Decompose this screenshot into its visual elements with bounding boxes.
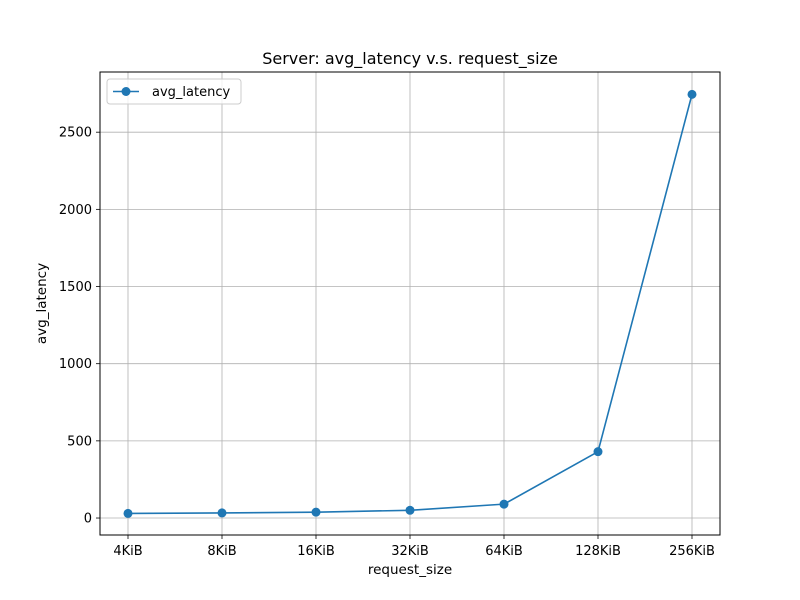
data-point <box>218 508 227 517</box>
x-tick-label: 256KiB <box>669 544 715 559</box>
x-tick-label: 16KiB <box>297 544 335 559</box>
x-tick-label: 64KiB <box>485 544 523 559</box>
x-tick-label: 4KiB <box>113 544 142 559</box>
y-tick-label: 1500 <box>59 280 92 295</box>
data-point <box>688 90 697 99</box>
axis-ticks: 4KiB 8KiB 16KiB 32KiB 64KiB 128KiB 256KiB 0 500 1… <box>59 126 715 559</box>
legend-label-avg-latency: avg_latency <box>152 85 230 100</box>
chart-title: Server: avg_latency v.s. request_size <box>262 49 558 69</box>
legend: avg_latency <box>107 79 241 104</box>
x-axis-title: request_size <box>368 562 452 578</box>
data-point <box>124 509 133 518</box>
x-tick-label: 32KiB <box>391 544 429 559</box>
data-point <box>312 508 321 517</box>
y-tick-label: 500 <box>67 434 92 449</box>
grid-lines <box>100 72 720 535</box>
data-point <box>406 506 415 515</box>
data-point <box>594 447 603 456</box>
y-tick-label: 2000 <box>59 203 92 218</box>
data-point <box>500 500 509 509</box>
x-tick-label: 128KiB <box>575 544 621 559</box>
y-tick-label: 2500 <box>59 126 92 141</box>
x-tick-label: 8KiB <box>207 544 236 559</box>
y-tick-label: 0 <box>84 512 92 527</box>
y-tick-label: 1000 <box>59 357 92 372</box>
legend-marker-avg-latency <box>122 87 131 96</box>
y-axis-title: avg_latency <box>34 263 50 344</box>
